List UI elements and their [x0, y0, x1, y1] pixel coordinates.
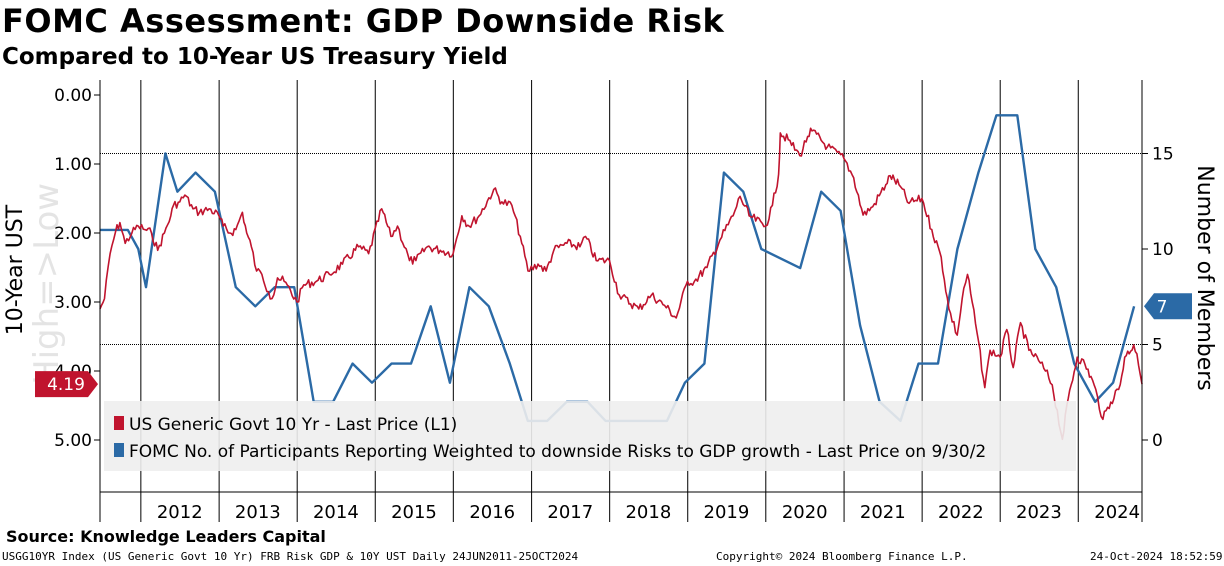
axes: 2012 2013 2014 2015 2016 2017 2018 2019 2020 2021… [35, 80, 1192, 523]
left-axis-label: 10-Year UST [3, 204, 28, 335]
series-line-treasury [99, 127, 1143, 441]
x-tick-label: 2014 [313, 502, 359, 523]
last-value-label-treasury: 4.19 [47, 375, 85, 395]
legend: US Generic Govt 10 Yr - Last Price (L1) F… [104, 401, 1076, 471]
x-tick-label: 2013 [235, 502, 281, 523]
x-tick-label: 2022 [938, 502, 984, 523]
chart-title: FOMC Assessment: GDP Downside Risk [2, 2, 725, 40]
left-tick-label: 5.00 [54, 431, 92, 451]
left-tick-label: 3.00 [54, 293, 92, 313]
x-tick-label: 2019 [704, 502, 750, 523]
left-tick-label: 2.00 [54, 224, 92, 244]
legend-label-treasury: US Generic Govt 10 Yr - Last Price (L1) [129, 415, 457, 435]
footer-timestamp: 24-Oct-2024 18:52:59 [1090, 550, 1223, 563]
left-tick-label: 0.00 [54, 86, 92, 106]
x-tick-label: 2016 [469, 502, 515, 523]
axis-direction-watermark: High=>Low [27, 183, 67, 385]
right-tick-label: 0 [1152, 431, 1163, 451]
x-tick-label: 2015 [391, 502, 437, 523]
series-layer [99, 114, 1143, 441]
legend-swatch-treasury [114, 416, 124, 430]
x-tick-label: 2023 [1016, 502, 1062, 523]
legend-swatch-fomc [114, 443, 124, 457]
x-tick-label: 2021 [860, 502, 906, 523]
x-tick-label: 2018 [625, 502, 671, 523]
x-tick-label: 2024 [1094, 502, 1140, 523]
right-tick-label: 15 [1152, 145, 1174, 165]
right-tick-label: 10 [1152, 240, 1174, 260]
x-tick-label: 2017 [547, 502, 593, 523]
right-axis-label: Number of Members [1192, 165, 1217, 391]
source-note: Source: Knowledge Leaders Capital [6, 527, 326, 546]
footer-copyright: Copyright© 2024 Bloomberg Finance L.P. [716, 550, 968, 563]
last-value-label-fomc: 7 [1157, 297, 1168, 317]
last-value-tag-fomc [1144, 293, 1192, 320]
legend-label-fomc: FOMC No. of Participants Reporting Weigh… [129, 442, 986, 462]
legend-background [104, 401, 1076, 471]
last-value-tag-treasury [35, 371, 98, 398]
chart-subtitle: Compared to 10-Year US Treasury Yield [2, 44, 508, 70]
x-tick-label: 2020 [782, 502, 828, 523]
left-tick-label: 1.00 [54, 155, 92, 175]
right-tick-label: 5 [1152, 336, 1163, 356]
footer-index-info: USGG10YR Index (US Generic Govt 10 Yr) F… [2, 550, 579, 563]
x-tick-label: 2012 [157, 502, 203, 523]
